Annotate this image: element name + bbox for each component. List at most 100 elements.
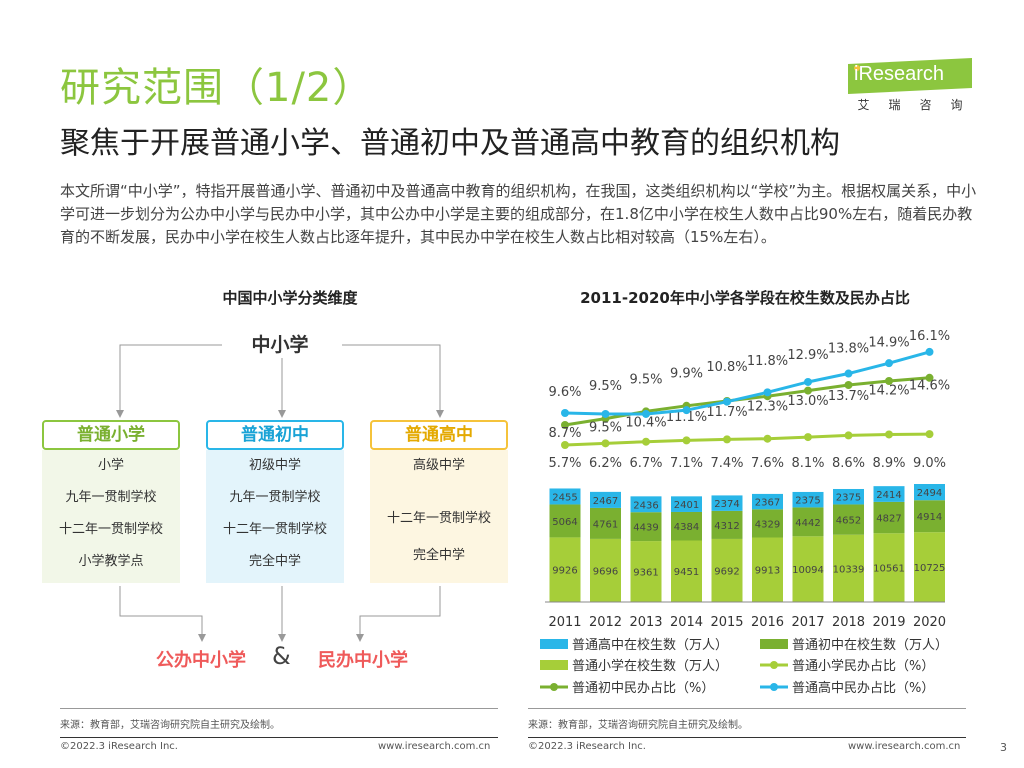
series-line (564, 432, 930, 447)
data-label: 13.7% (828, 389, 869, 404)
data-label: 14.9% (868, 335, 909, 350)
data-label: 13.8% (828, 342, 869, 357)
data-label: 2494 (917, 488, 942, 499)
page-number: 3 (1000, 741, 1007, 754)
data-label: 6.7% (629, 456, 662, 471)
legend-label: 普通初中民办占比（%） (572, 681, 714, 696)
data-label: 9451 (674, 567, 699, 578)
legend-label: 普通小学在校生数（万人） (572, 658, 728, 674)
legend-swatch (540, 660, 568, 670)
point (804, 433, 812, 442)
data-label: 5.7% (548, 456, 581, 471)
data-label: 11.8% (747, 354, 788, 369)
tick-label: 2020 (913, 615, 946, 630)
data-label: 4761 (593, 519, 618, 530)
data-label: 2375 (836, 493, 861, 504)
point (642, 409, 650, 418)
bar (711, 495, 743, 511)
page-title: 研究范围（1/2） (60, 65, 374, 111)
data-label: 9361 (633, 568, 658, 579)
data-label: 10339 (833, 564, 865, 575)
logo-word: iResearch (854, 63, 945, 85)
point (682, 436, 691, 445)
data-label: 4312 (714, 521, 739, 532)
bar (833, 534, 864, 602)
tick-label: 2012 (589, 615, 622, 630)
data-label: 7.1% (670, 456, 703, 471)
bar (792, 507, 824, 537)
data-label: 8.1% (791, 456, 824, 471)
point (723, 435, 731, 444)
data-label: 7.4% (710, 456, 743, 471)
tick-label: 2014 (670, 615, 703, 630)
bar (833, 488, 864, 505)
point (601, 409, 610, 418)
tick-label: 2013 (629, 615, 662, 630)
divider (60, 708, 498, 709)
data-label: 2414 (876, 490, 901, 501)
logo-cn-char: 艾 (857, 98, 870, 112)
category-primary-title: 普通小学 (42, 420, 180, 450)
bar (590, 538, 621, 602)
data-label: 9.5% (589, 421, 622, 436)
data-label: 12.9% (787, 348, 828, 363)
point (885, 430, 893, 439)
list-item: 完全中学 (248, 554, 301, 569)
data-label: 10094 (792, 565, 824, 576)
footer-copyright: ©2022.3 iResearch Inc. (528, 741, 646, 752)
list-item: 十二年一贯制学校 (222, 522, 327, 537)
page-subtitle: 聚焦于开展普通小学、普通初中及普通高中教育的组织机构 (60, 126, 840, 161)
data-label: 8.9% (872, 456, 905, 471)
data-label: 4329 (755, 519, 780, 530)
category-senior: 普通高中 高级中学 十二年一贯制学校 完全中学 (370, 420, 508, 583)
logo-cn-char: 瑞 (888, 98, 901, 112)
point (804, 377, 812, 386)
bar (590, 491, 621, 508)
footer-url: www.iresearch.com.cn (378, 741, 491, 752)
logo-cn-char: 咨 (919, 98, 932, 112)
legend-label: 普通小学民办占比（%） (792, 658, 934, 674)
data-label: 7.6% (751, 456, 784, 471)
bar (671, 496, 702, 512)
legend-label: 普通初中在校生数（万人） (792, 637, 948, 653)
data-label: 2467 (593, 496, 618, 507)
point (682, 406, 691, 415)
source-note-right: 来源：教育部，艾瑞咨询研究院自主研究及绘制。 (528, 720, 748, 731)
legend-swatch (540, 639, 568, 649)
data-label: 10.4% (625, 415, 666, 430)
point (804, 386, 812, 395)
data-label: 9.5% (589, 379, 622, 394)
bar (549, 488, 581, 505)
logo-cn-char: 询 (950, 98, 963, 112)
diagram-root: 中小学 (251, 334, 309, 356)
footer-url: www.iresearch.com.cn (848, 741, 961, 752)
footer-copyright: ©2022.3 iResearch Inc. (60, 741, 178, 752)
point (925, 347, 934, 356)
list-item: 小学教学点 (78, 554, 144, 569)
ownership-ampersand: & (272, 642, 291, 670)
category-junior: 普通初中 初级中学 九年一贯制学校 十二年一贯制学校 完全中学 (206, 420, 344, 583)
data-label: 9926 (552, 566, 577, 577)
ownership-private: 民办中小学 (318, 650, 408, 671)
bar (630, 496, 662, 513)
tick-label: 2018 (832, 615, 865, 630)
data-label: 10.8% (706, 360, 747, 375)
category-primary-items: 小学 九年一贯制学校 十二年一贯制学校 小学教学点 (42, 450, 180, 583)
data-label: 4914 (917, 512, 942, 523)
data-label: 4652 (836, 516, 861, 527)
data-label: 8.6% (832, 456, 865, 471)
data-label: 10561 (873, 564, 905, 575)
category-senior-items: 高级中学 十二年一贯制学校 完全中学 (370, 450, 508, 583)
bar (873, 533, 905, 602)
category-junior-items: 初级中学 九年一贯制学校 十二年一贯制学校 完全中学 (206, 450, 344, 583)
data-label: 2401 (674, 500, 699, 511)
bar (549, 537, 581, 602)
bar (792, 536, 824, 602)
data-label: 2374 (714, 499, 739, 510)
category-primary: 普通小学 小学 九年一贯制学校 十二年一贯制学校 小学教学点 (42, 420, 180, 583)
point (925, 373, 934, 382)
bar (792, 491, 824, 508)
list-item: 初级中学 (248, 458, 301, 473)
footer-divider (60, 737, 498, 738)
data-label: 2455 (552, 492, 577, 503)
